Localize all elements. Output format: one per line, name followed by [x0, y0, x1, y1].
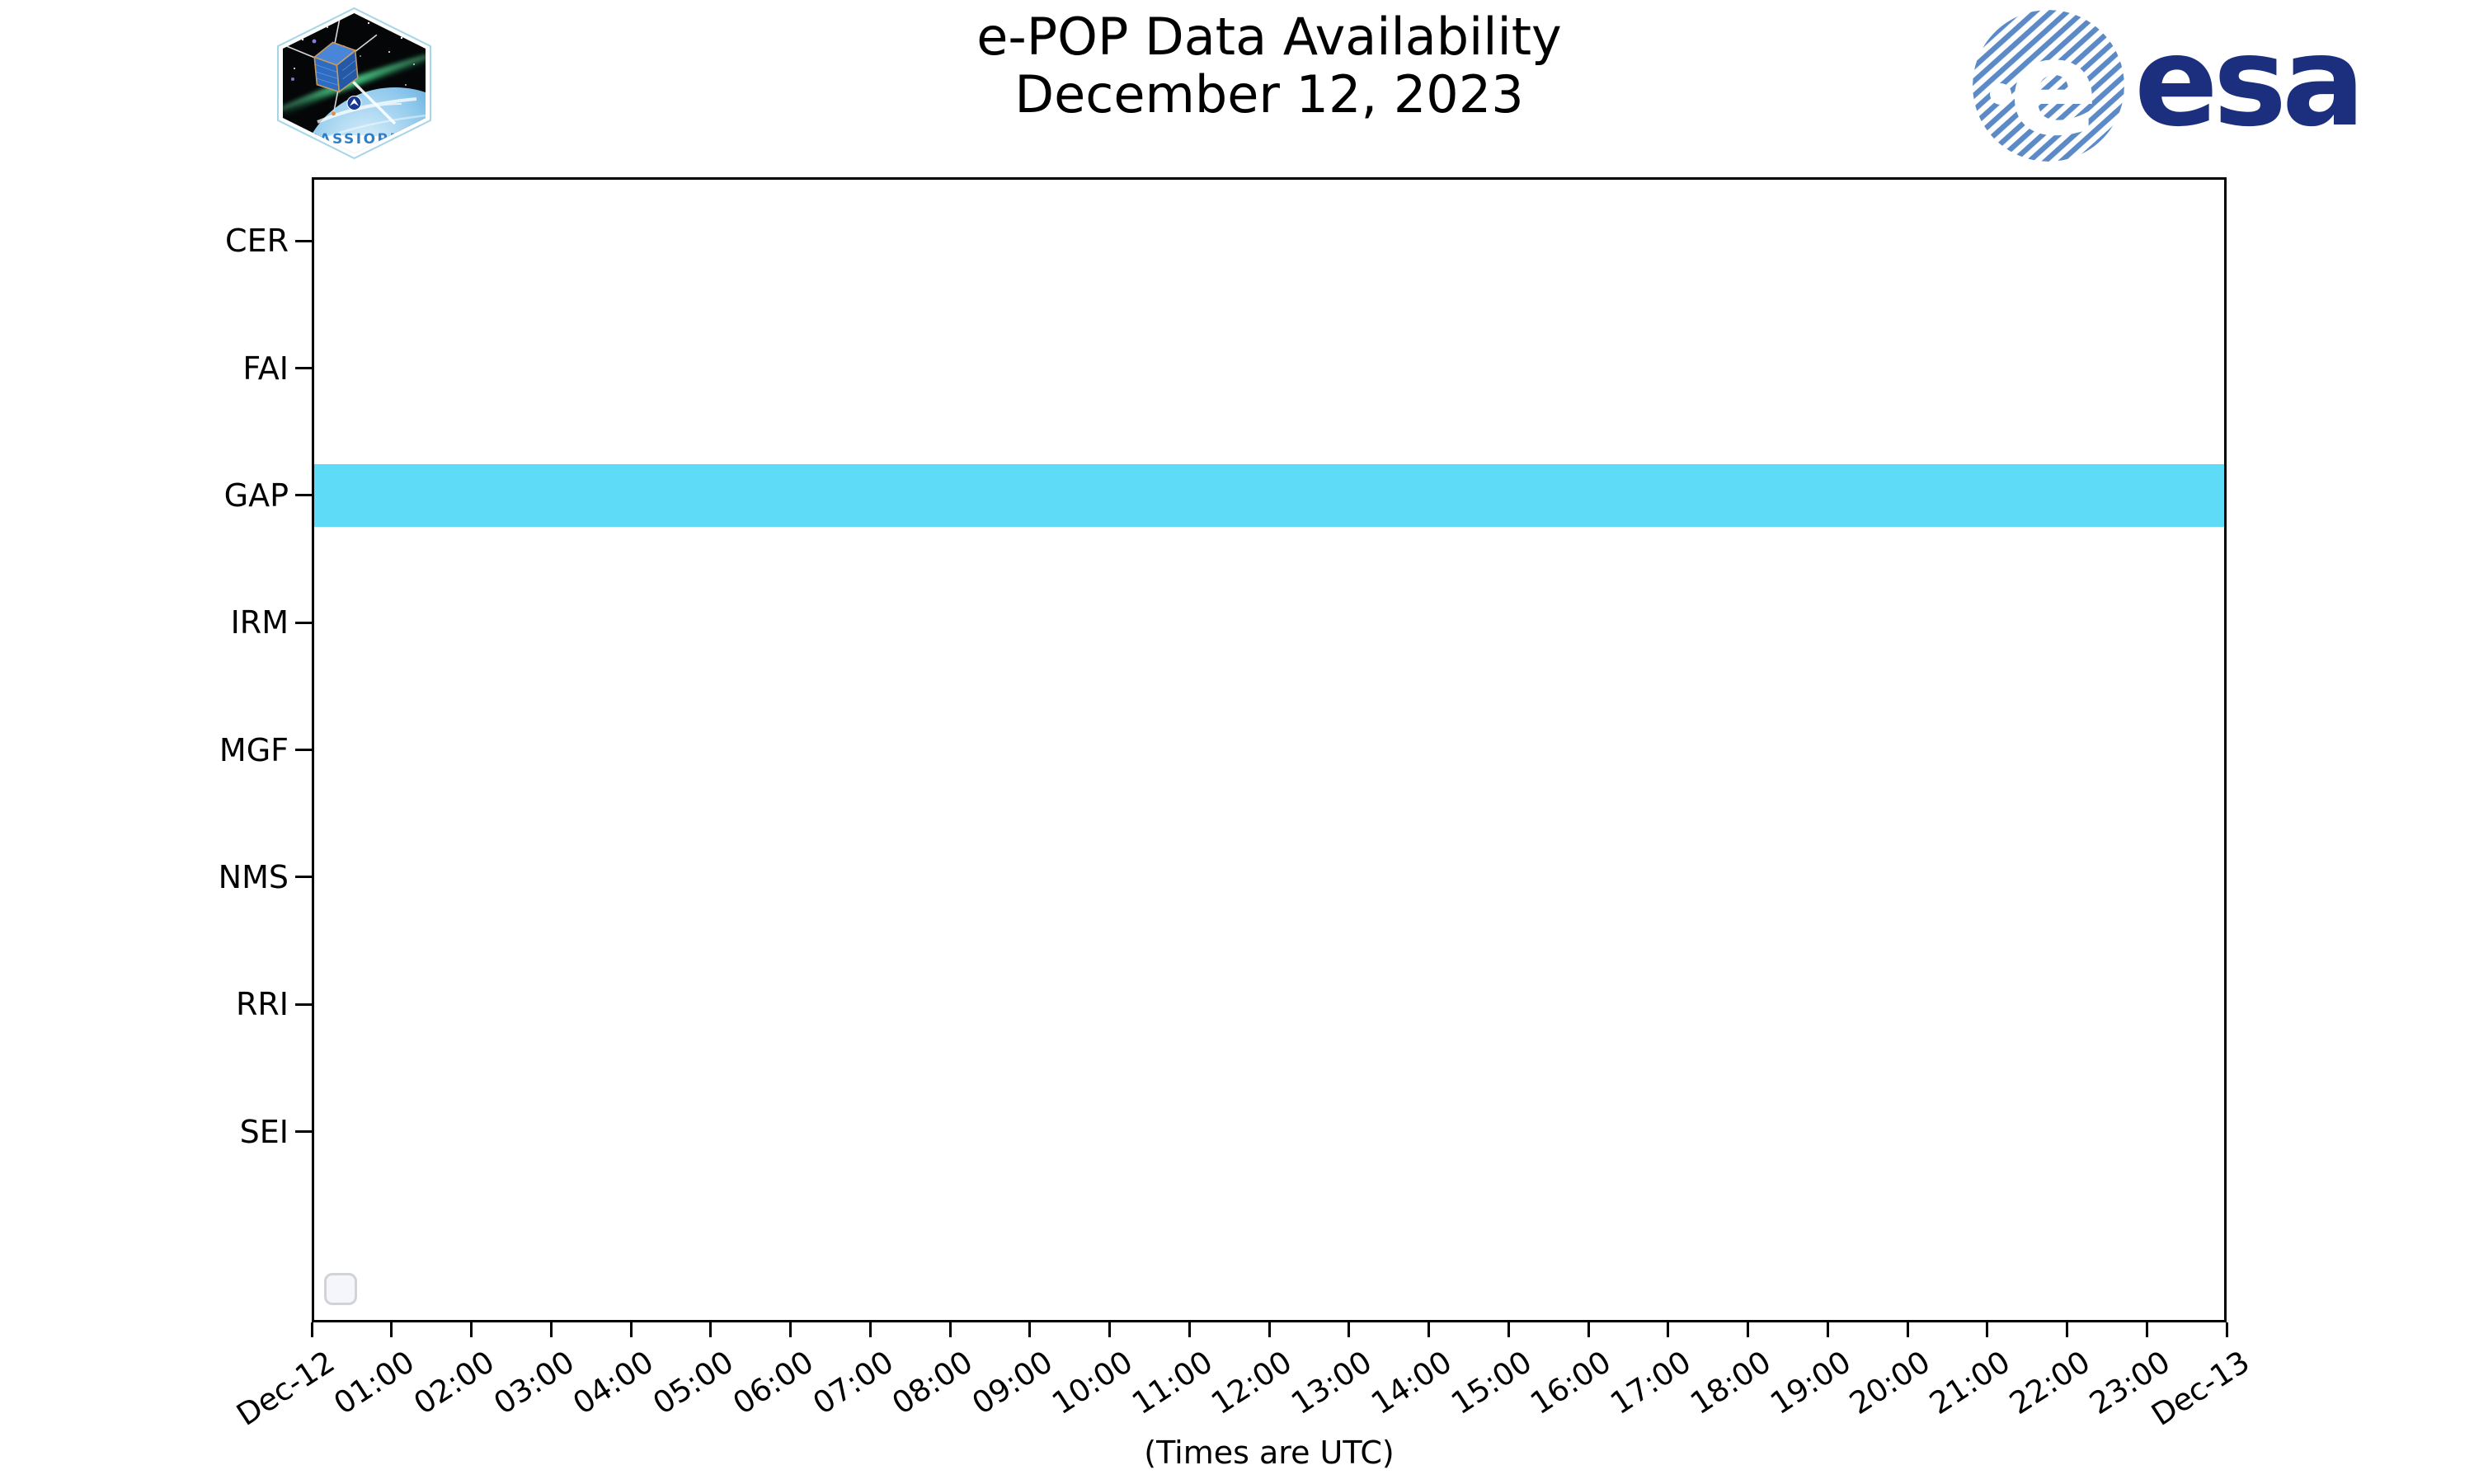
y-tick-fai — [295, 367, 312, 369]
x-tick-04:00 — [629, 1322, 633, 1337]
x-axis-caption: (Times are UTC) — [1144, 1435, 1395, 1471]
x-label-dec-12: Dec-12 — [230, 1344, 341, 1433]
y-label-nms: NMS — [218, 858, 289, 895]
chart-title: e-POP Data Availability December 12, 202… — [312, 8, 2227, 124]
chart-title-line2: December 12, 2023 — [1014, 64, 1524, 124]
y-label-cer: CER — [225, 223, 289, 260]
x-label-10:00: 10:00 — [1046, 1344, 1139, 1422]
x-label-16:00: 16:00 — [1524, 1344, 1618, 1422]
y-label-irm: IRM — [230, 604, 289, 641]
y-tick-cer — [295, 239, 312, 242]
y-label-rri: RRI — [235, 986, 289, 1023]
x-tick-22:00 — [2066, 1322, 2068, 1337]
y-tick-irm — [295, 621, 312, 624]
x-tick-12:00 — [1268, 1322, 1271, 1337]
x-label-22:00: 22:00 — [2003, 1344, 2096, 1422]
x-tick-07:00 — [868, 1322, 872, 1337]
x-label-21:00: 21:00 — [1923, 1344, 2017, 1422]
x-tick-23:00 — [2145, 1322, 2148, 1337]
x-tick-15:00 — [1507, 1322, 1510, 1337]
esa-globe-stripes — [1973, 10, 2124, 162]
cassiope-mission-patch-icon: CASSIOPE — [277, 7, 431, 160]
x-tick-08:00 — [948, 1322, 952, 1337]
x-tick-21:00 — [1986, 1322, 1989, 1337]
y-tick-gap — [295, 494, 312, 497]
y-tick-mgf — [295, 749, 312, 751]
esa-globe-letter-e: e — [2009, 11, 2099, 163]
x-tick-19:00 — [1826, 1322, 1829, 1337]
x-tick-01:00 — [390, 1322, 393, 1337]
y-label-fai: FAI — [242, 350, 289, 387]
x-label-09:00: 09:00 — [966, 1344, 1060, 1422]
x-label-12:00: 12:00 — [1205, 1344, 1299, 1422]
x-label-14:00: 14:00 — [1365, 1344, 1458, 1422]
x-tick-20:00 — [1906, 1322, 1909, 1337]
y-label-mgf: MGF — [219, 731, 289, 768]
x-label-03:00: 03:00 — [487, 1344, 581, 1422]
x-tick-03:00 — [549, 1322, 553, 1337]
availability-bar-gap — [314, 464, 2224, 527]
esa-globe-dot — [1990, 83, 2011, 105]
y-label-gap: GAP — [223, 477, 289, 514]
x-tick-16:00 — [1587, 1322, 1590, 1337]
x-tick-05:00 — [709, 1322, 713, 1337]
y-tick-sei — [295, 1130, 312, 1133]
x-label-19:00: 19:00 — [1763, 1344, 1857, 1422]
esa-globe-icon: e — [1973, 10, 2124, 163]
y-label-sei: SEI — [239, 1113, 289, 1150]
x-tick-06:00 — [789, 1322, 792, 1337]
x-label-01:00: 01:00 — [327, 1344, 421, 1422]
x-label-05:00: 05:00 — [647, 1344, 741, 1422]
x-tick-11:00 — [1188, 1322, 1191, 1337]
satellite-icon — [283, 15, 378, 116]
x-label-06:00: 06:00 — [727, 1344, 820, 1422]
chart-title-line1: e-POP Data Availability — [976, 7, 1562, 67]
x-label-20:00: 20:00 — [1843, 1344, 1937, 1422]
x-label-02:00: 02:00 — [407, 1344, 501, 1422]
x-label-17:00: 17:00 — [1604, 1344, 1698, 1422]
x-tick-14:00 — [1427, 1322, 1430, 1337]
x-tick-02:00 — [470, 1322, 473, 1337]
x-label-11:00: 11:00 — [1125, 1344, 1219, 1422]
legend-box — [324, 1273, 357, 1305]
csa-roundel-icon — [346, 96, 362, 110]
x-label-04:00: 04:00 — [567, 1344, 661, 1422]
y-tick-rri — [295, 1003, 312, 1006]
x-tick-17:00 — [1667, 1322, 1670, 1337]
esa-wordmark: esa — [2134, 11, 2365, 154]
y-tick-nms — [295, 876, 312, 879]
x-tick-dec-13 — [2225, 1322, 2228, 1337]
x-tick-09:00 — [1028, 1322, 1032, 1337]
x-label-15:00: 15:00 — [1444, 1344, 1538, 1422]
plot-area — [312, 177, 2227, 1322]
x-tick-18:00 — [1747, 1322, 1749, 1337]
x-tick-dec-12 — [310, 1322, 313, 1337]
x-tick-13:00 — [1348, 1322, 1351, 1337]
x-label-18:00: 18:00 — [1684, 1344, 1777, 1422]
x-tick-10:00 — [1108, 1322, 1111, 1337]
x-label-07:00: 07:00 — [806, 1344, 900, 1422]
x-label-08:00: 08:00 — [886, 1344, 980, 1422]
x-label-13:00: 13:00 — [1285, 1344, 1379, 1422]
